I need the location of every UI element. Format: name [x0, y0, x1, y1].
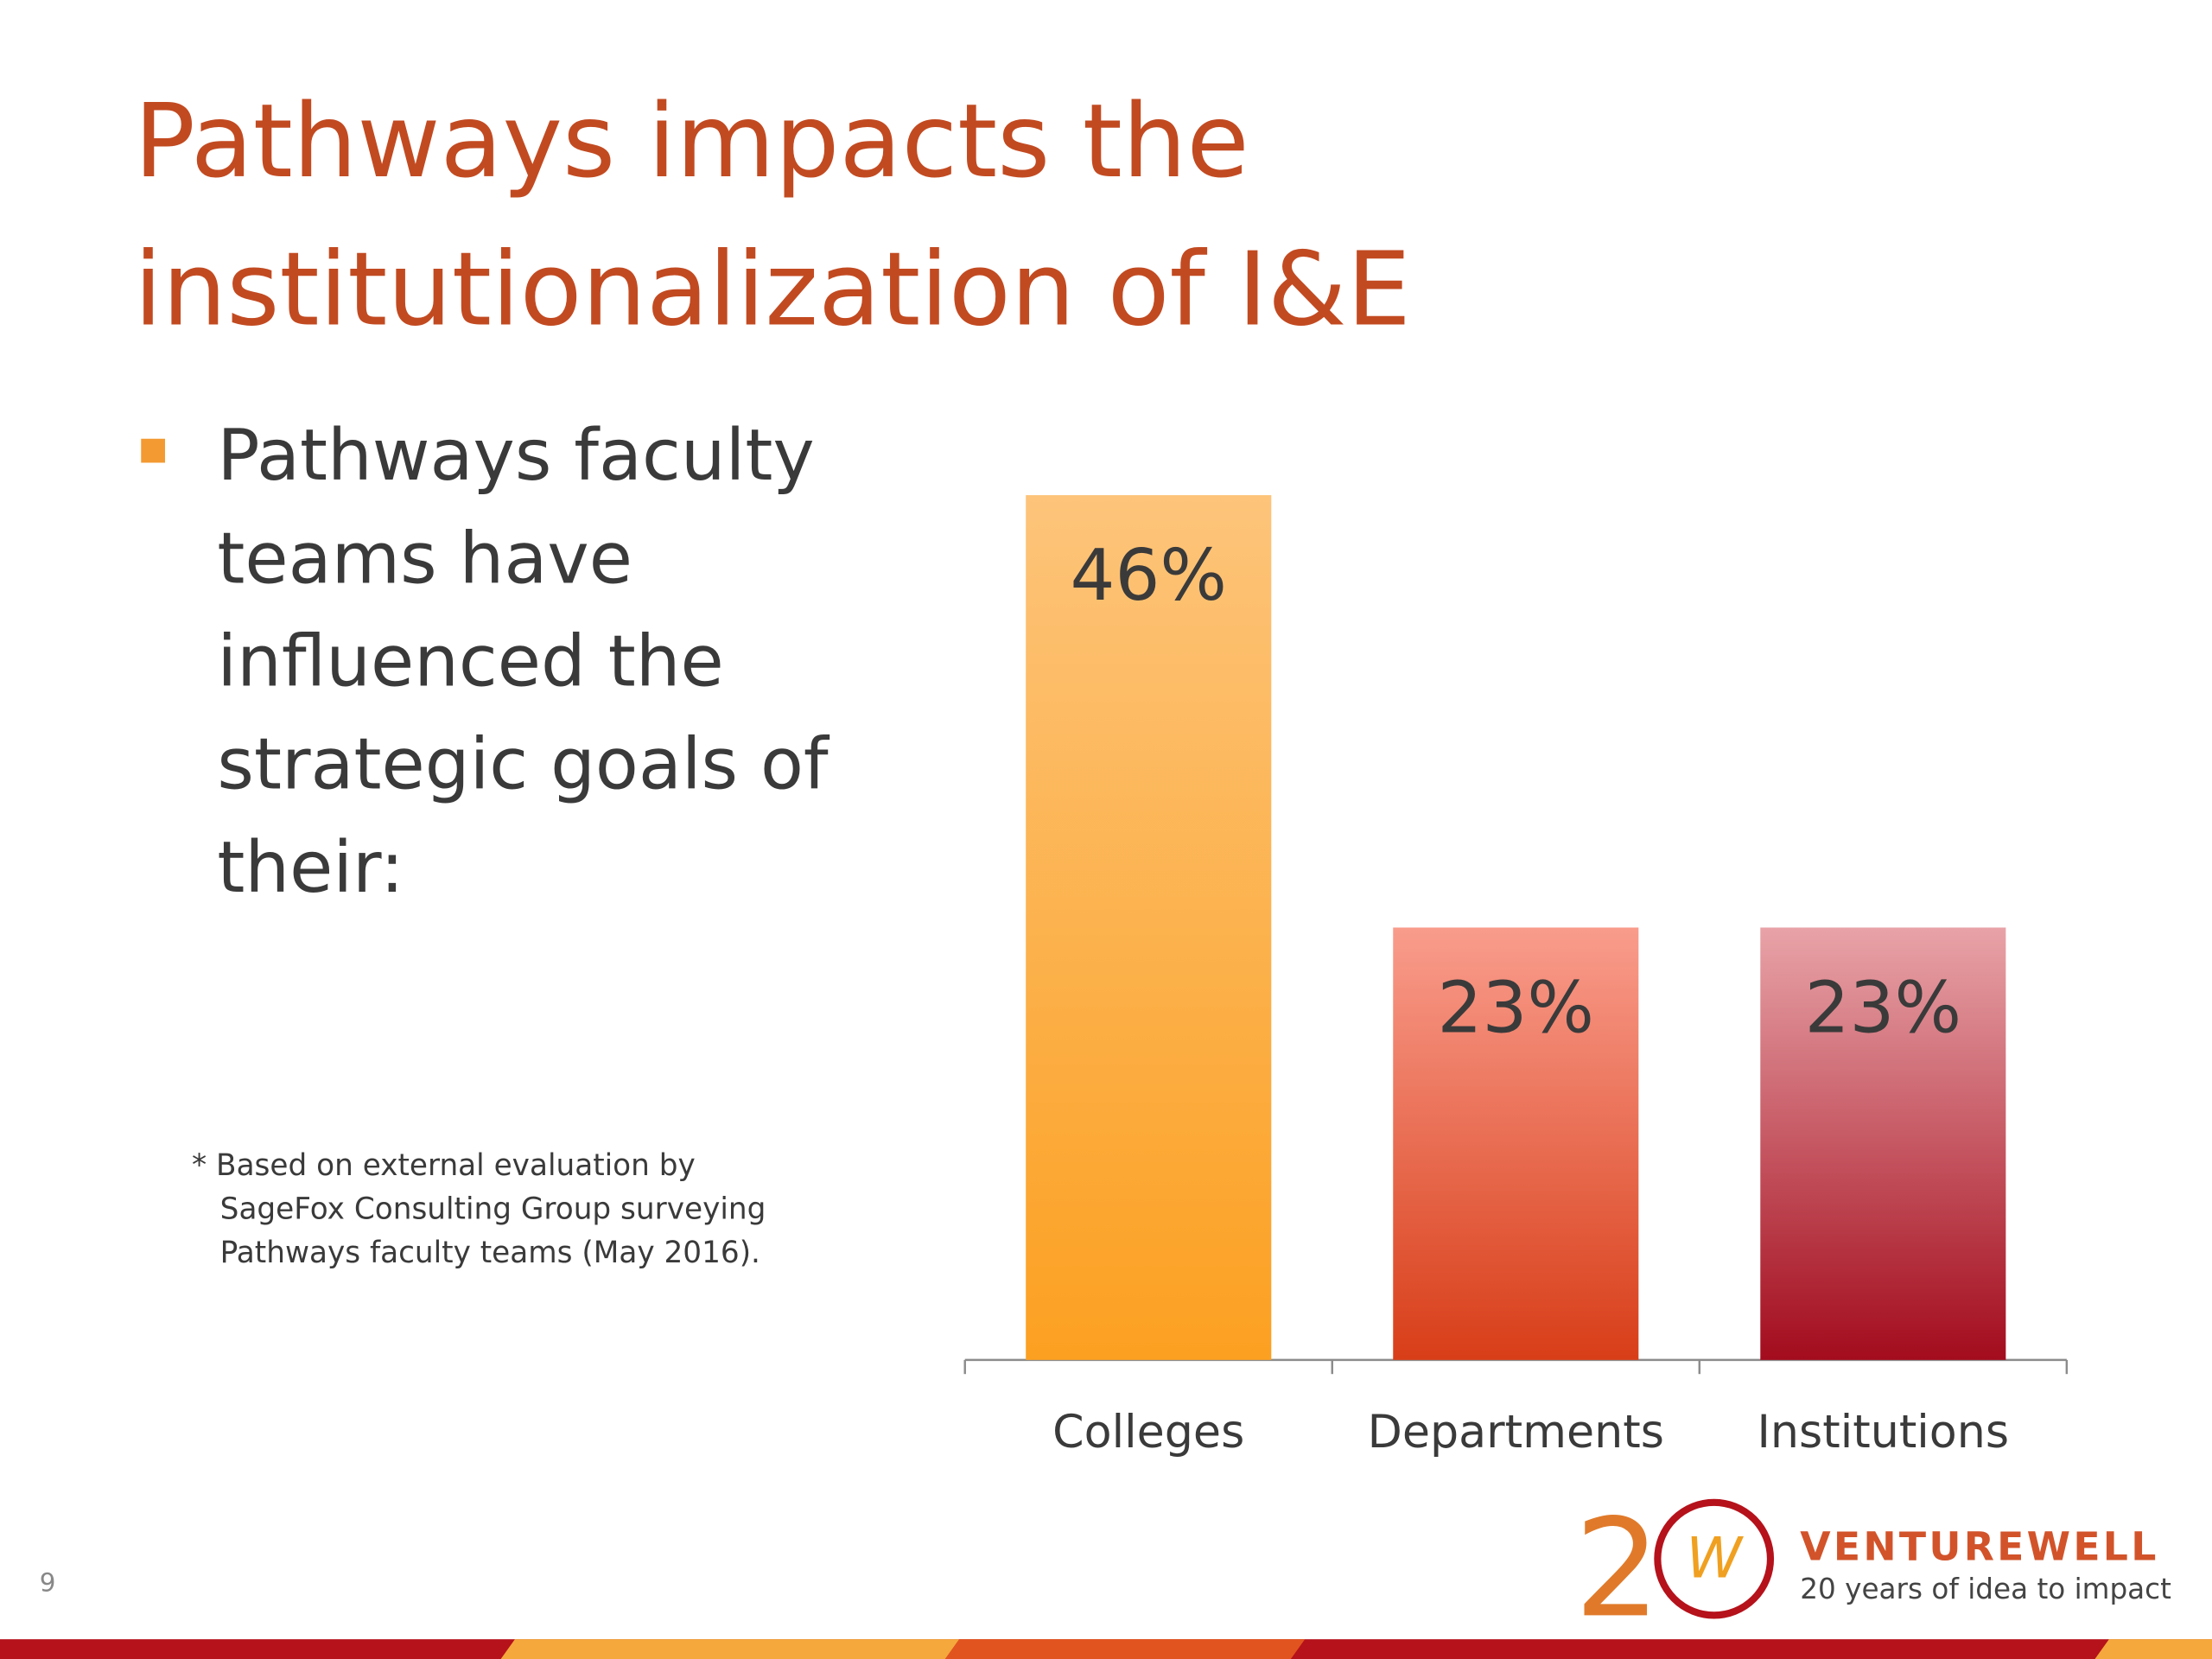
- footnote: * Based on external evaluation by SageFo…: [192, 1148, 766, 1270]
- x-tick-label: Departments: [1368, 1407, 1664, 1459]
- bullet-line: strategic goals of: [217, 724, 830, 806]
- x-tick-label: Institutions: [1758, 1407, 2010, 1459]
- bullet-marker: [141, 438, 166, 463]
- x-tick-label: Colleges: [1052, 1407, 1244, 1459]
- stripe: [500, 1639, 960, 1659]
- data-label: 46%: [1071, 535, 1227, 617]
- slide-title: Pathways impacts the: [134, 82, 1249, 200]
- bullet-line: influenced the: [217, 620, 723, 702]
- data-label: 23%: [1805, 967, 1961, 1049]
- logo-mark: 2: [1574, 1490, 1661, 1647]
- logo-tagline: 20 years of idea to impact: [1800, 1573, 2171, 1605]
- slide-title: institutionalization of I&E: [134, 231, 1411, 349]
- bar: [1760, 927, 2006, 1360]
- logo-name: VENTUREWELL: [1800, 1524, 2158, 1570]
- bottom-stripe: [0, 1639, 2212, 1659]
- logo-circle: [1654, 1498, 1775, 1619]
- bullet-text: Pathways faculty teams have influenced t…: [217, 415, 830, 909]
- footnote-line: Pathways faculty teams (May 2016).: [220, 1236, 760, 1270]
- chart: Colleges 46% Departments 23% Institutions 23%: [963, 495, 2069, 1459]
- logo-mark: W: [1686, 1525, 1744, 1591]
- bar: [1026, 495, 1272, 1360]
- stripe: [2094, 1639, 2212, 1659]
- data-label: 23%: [1438, 967, 1594, 1049]
- bullet-line: their:: [217, 827, 404, 909]
- logo: 2 W VENTUREWELL 20 years of idea to impa…: [1574, 1490, 2171, 1647]
- bullet-line: teams have: [217, 518, 632, 600]
- bar: [1393, 927, 1639, 1360]
- footnote-line: SageFox Consulting Group surveying: [220, 1192, 766, 1227]
- footnote-line: * Based on external evaluation by: [192, 1148, 696, 1183]
- page-number: 9: [40, 1568, 56, 1598]
- bullet-line: Pathways faculty: [217, 415, 814, 497]
- stripe: [944, 1639, 1306, 1659]
